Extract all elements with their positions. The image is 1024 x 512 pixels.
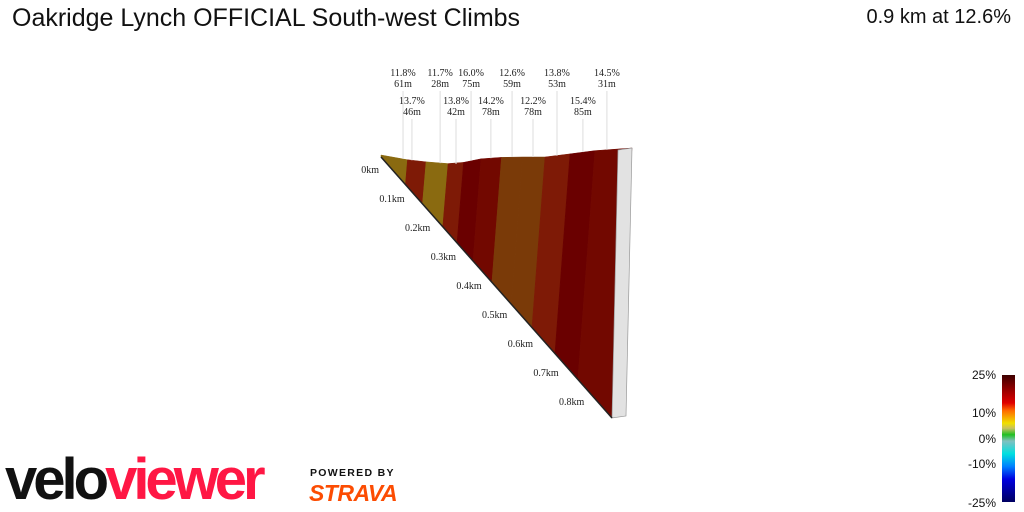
climb-summary: 0.9 km at 12.6% bbox=[866, 6, 1011, 28]
profile-segment bbox=[380, 154, 408, 186]
segment-length-label: 61m bbox=[394, 79, 412, 90]
powered-by-text: POWERED BY bbox=[310, 467, 395, 479]
colorbar-label: 10% bbox=[971, 406, 996, 420]
segment-gradient-label: 14.2% bbox=[478, 96, 504, 107]
segment-length-label: 42m bbox=[447, 107, 465, 118]
segment-length-label: 78m bbox=[482, 107, 500, 118]
profile-end-face bbox=[611, 147, 633, 419]
x-tick-label: 0.3km bbox=[431, 252, 457, 263]
distance-axis bbox=[380, 156, 613, 419]
gradient-colorbar bbox=[1002, 375, 1015, 502]
segment-length-label: 28m bbox=[431, 79, 449, 90]
x-tick-label: 0.8km bbox=[559, 397, 585, 408]
segment-length-label: 46m bbox=[403, 107, 421, 118]
strava-logo: STRAVA bbox=[309, 480, 398, 506]
page-title: Oakridge Lynch OFFICIAL South-west Climb… bbox=[12, 4, 521, 32]
veloviewer-logo: veloviewer bbox=[5, 447, 266, 512]
segment-gradient-label: 13.7% bbox=[399, 96, 425, 107]
colorbar-label: 0% bbox=[978, 432, 996, 446]
segment-gradient-label: 11.8% bbox=[390, 68, 415, 79]
segment-gradient-label: 14.5% bbox=[594, 68, 620, 79]
segment-length-label: 85m bbox=[574, 107, 592, 118]
colorbar-label: -25% bbox=[967, 496, 996, 510]
segment-gradient-label: 13.8% bbox=[443, 96, 469, 107]
x-tick-label: 0.2km bbox=[405, 223, 431, 234]
segment-gradient-label: 12.6% bbox=[499, 68, 525, 79]
segment-length-label: 53m bbox=[548, 79, 566, 90]
segment-gradient-label: 16.0% bbox=[458, 68, 484, 79]
segment-length-label: 78m bbox=[524, 107, 542, 118]
segment-length-label: 31m bbox=[598, 79, 616, 90]
colorbar-label: -10% bbox=[967, 457, 996, 471]
x-tick-label: 0.6km bbox=[508, 339, 534, 350]
x-tick-label: 0.4km bbox=[456, 281, 482, 292]
colorbar-label: 25% bbox=[971, 368, 996, 382]
x-tick-label: 0.7km bbox=[533, 368, 559, 379]
x-tick-label: 0km bbox=[361, 165, 379, 176]
segment-gradient-label: 13.8% bbox=[544, 68, 570, 79]
segment-gradient-label: 15.4% bbox=[570, 96, 596, 107]
segment-length-label: 75m bbox=[462, 79, 480, 90]
segment-gradient-label: 12.2% bbox=[520, 96, 546, 107]
x-tick-label: 0.1km bbox=[379, 194, 405, 205]
segment-length-label: 59m bbox=[503, 79, 521, 90]
x-tick-label: 0.5km bbox=[482, 310, 508, 321]
segment-gradient-label: 11.7% bbox=[427, 68, 452, 79]
